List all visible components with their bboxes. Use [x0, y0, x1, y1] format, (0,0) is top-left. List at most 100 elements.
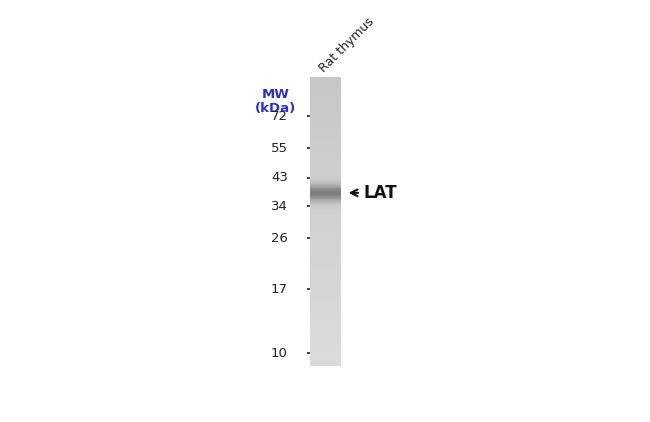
Bar	[311, 114, 341, 115]
Text: Rat thymus: Rat thymus	[317, 15, 376, 75]
Bar	[311, 236, 341, 237]
Bar	[311, 221, 341, 222]
Bar	[311, 270, 341, 271]
Bar	[311, 197, 341, 198]
Bar	[311, 214, 341, 215]
Bar	[311, 301, 341, 302]
Bar	[311, 355, 341, 356]
Bar	[311, 182, 341, 183]
Bar	[311, 212, 341, 213]
Bar	[311, 91, 341, 92]
Bar	[311, 208, 341, 209]
Bar	[311, 207, 341, 208]
Bar	[311, 135, 341, 136]
Bar	[311, 99, 341, 100]
Bar	[311, 341, 341, 342]
Bar	[311, 334, 341, 335]
Bar	[311, 271, 341, 272]
Bar	[311, 362, 341, 363]
Bar	[311, 111, 341, 112]
Bar	[311, 138, 341, 139]
Bar	[311, 342, 341, 343]
Bar	[311, 159, 341, 160]
Bar	[311, 161, 341, 162]
Bar	[311, 196, 341, 197]
Bar	[311, 103, 341, 104]
Bar	[311, 176, 341, 177]
Bar	[311, 238, 341, 239]
Bar	[311, 143, 341, 144]
Bar	[311, 216, 341, 217]
Bar	[311, 240, 341, 241]
Bar	[311, 363, 341, 364]
Bar	[311, 338, 341, 339]
Bar	[311, 179, 341, 180]
Bar	[311, 350, 341, 351]
Bar	[311, 162, 341, 163]
Bar	[311, 152, 341, 153]
Bar	[311, 316, 341, 317]
Bar	[311, 231, 341, 232]
Bar	[311, 340, 341, 341]
Bar	[311, 194, 341, 195]
Bar	[311, 137, 341, 138]
Bar	[311, 354, 341, 355]
Bar	[311, 230, 341, 231]
Text: 55: 55	[271, 142, 288, 155]
Bar	[311, 360, 341, 361]
Bar	[311, 250, 341, 251]
Bar	[311, 105, 341, 106]
Bar	[311, 297, 341, 298]
Bar	[311, 120, 341, 121]
Text: LAT: LAT	[363, 184, 397, 202]
Bar	[311, 165, 341, 166]
Bar	[311, 364, 341, 365]
Bar	[311, 195, 341, 196]
Bar	[311, 232, 341, 233]
Bar	[311, 155, 341, 156]
Bar	[311, 291, 341, 292]
Bar	[311, 215, 341, 216]
Bar	[311, 353, 341, 354]
Bar	[311, 122, 341, 123]
Bar	[311, 326, 341, 327]
Bar	[311, 163, 341, 164]
Bar	[311, 150, 341, 151]
Bar	[311, 359, 341, 360]
Bar	[311, 93, 341, 94]
Bar	[311, 272, 341, 273]
Bar	[311, 290, 341, 291]
Bar	[311, 172, 341, 173]
Bar	[311, 358, 341, 359]
Bar	[311, 160, 341, 161]
Bar	[311, 166, 341, 167]
Bar	[311, 168, 341, 169]
Bar	[311, 98, 341, 99]
Bar	[311, 171, 341, 172]
Bar	[311, 217, 341, 218]
Bar	[311, 243, 341, 244]
Bar	[311, 180, 341, 181]
Bar	[311, 306, 341, 307]
Bar	[311, 213, 341, 214]
Bar	[311, 304, 341, 305]
Bar	[311, 102, 341, 103]
Bar	[311, 86, 341, 87]
Bar	[311, 329, 341, 330]
Text: 26: 26	[271, 232, 288, 245]
Bar	[311, 204, 341, 205]
Text: 17: 17	[271, 283, 288, 296]
Bar	[311, 147, 341, 148]
Bar	[311, 127, 341, 128]
Bar	[311, 356, 341, 357]
Bar	[311, 224, 341, 225]
Bar	[311, 131, 341, 132]
Bar	[311, 228, 341, 229]
Bar	[311, 192, 341, 193]
Bar	[311, 203, 341, 204]
Bar	[311, 198, 341, 199]
Bar	[311, 283, 341, 284]
Bar	[311, 181, 341, 182]
Bar	[311, 202, 341, 203]
Bar	[311, 136, 341, 137]
